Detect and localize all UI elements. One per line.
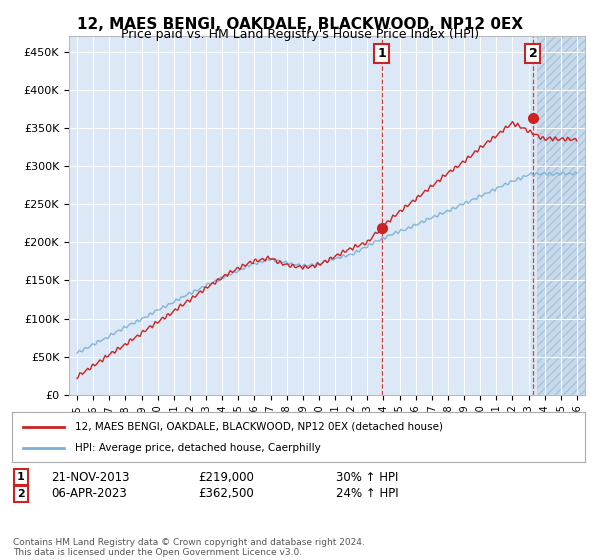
Text: 24% ↑ HPI: 24% ↑ HPI <box>336 487 398 501</box>
Text: 30% ↑ HPI: 30% ↑ HPI <box>336 470 398 484</box>
Text: 12, MAES BENGI, OAKDALE, BLACKWOOD, NP12 0EX (detached house): 12, MAES BENGI, OAKDALE, BLACKWOOD, NP12… <box>75 422 443 432</box>
Text: 1: 1 <box>17 472 25 482</box>
Text: Price paid vs. HM Land Registry's House Price Index (HPI): Price paid vs. HM Land Registry's House … <box>121 28 479 41</box>
Text: 2: 2 <box>529 46 537 60</box>
Text: Contains HM Land Registry data © Crown copyright and database right 2024.
This d: Contains HM Land Registry data © Crown c… <box>13 538 365 557</box>
Text: 06-APR-2023: 06-APR-2023 <box>51 487 127 501</box>
Text: HPI: Average price, detached house, Caerphilly: HPI: Average price, detached house, Caer… <box>75 443 321 453</box>
Text: 21-NOV-2013: 21-NOV-2013 <box>51 470 130 484</box>
Text: 2: 2 <box>17 489 25 499</box>
Text: £219,000: £219,000 <box>198 470 254 484</box>
Text: 1: 1 <box>377 46 386 60</box>
Text: 12, MAES BENGI, OAKDALE, BLACKWOOD, NP12 0EX: 12, MAES BENGI, OAKDALE, BLACKWOOD, NP12… <box>77 17 523 32</box>
Bar <box>536 36 585 395</box>
Text: £362,500: £362,500 <box>198 487 254 501</box>
